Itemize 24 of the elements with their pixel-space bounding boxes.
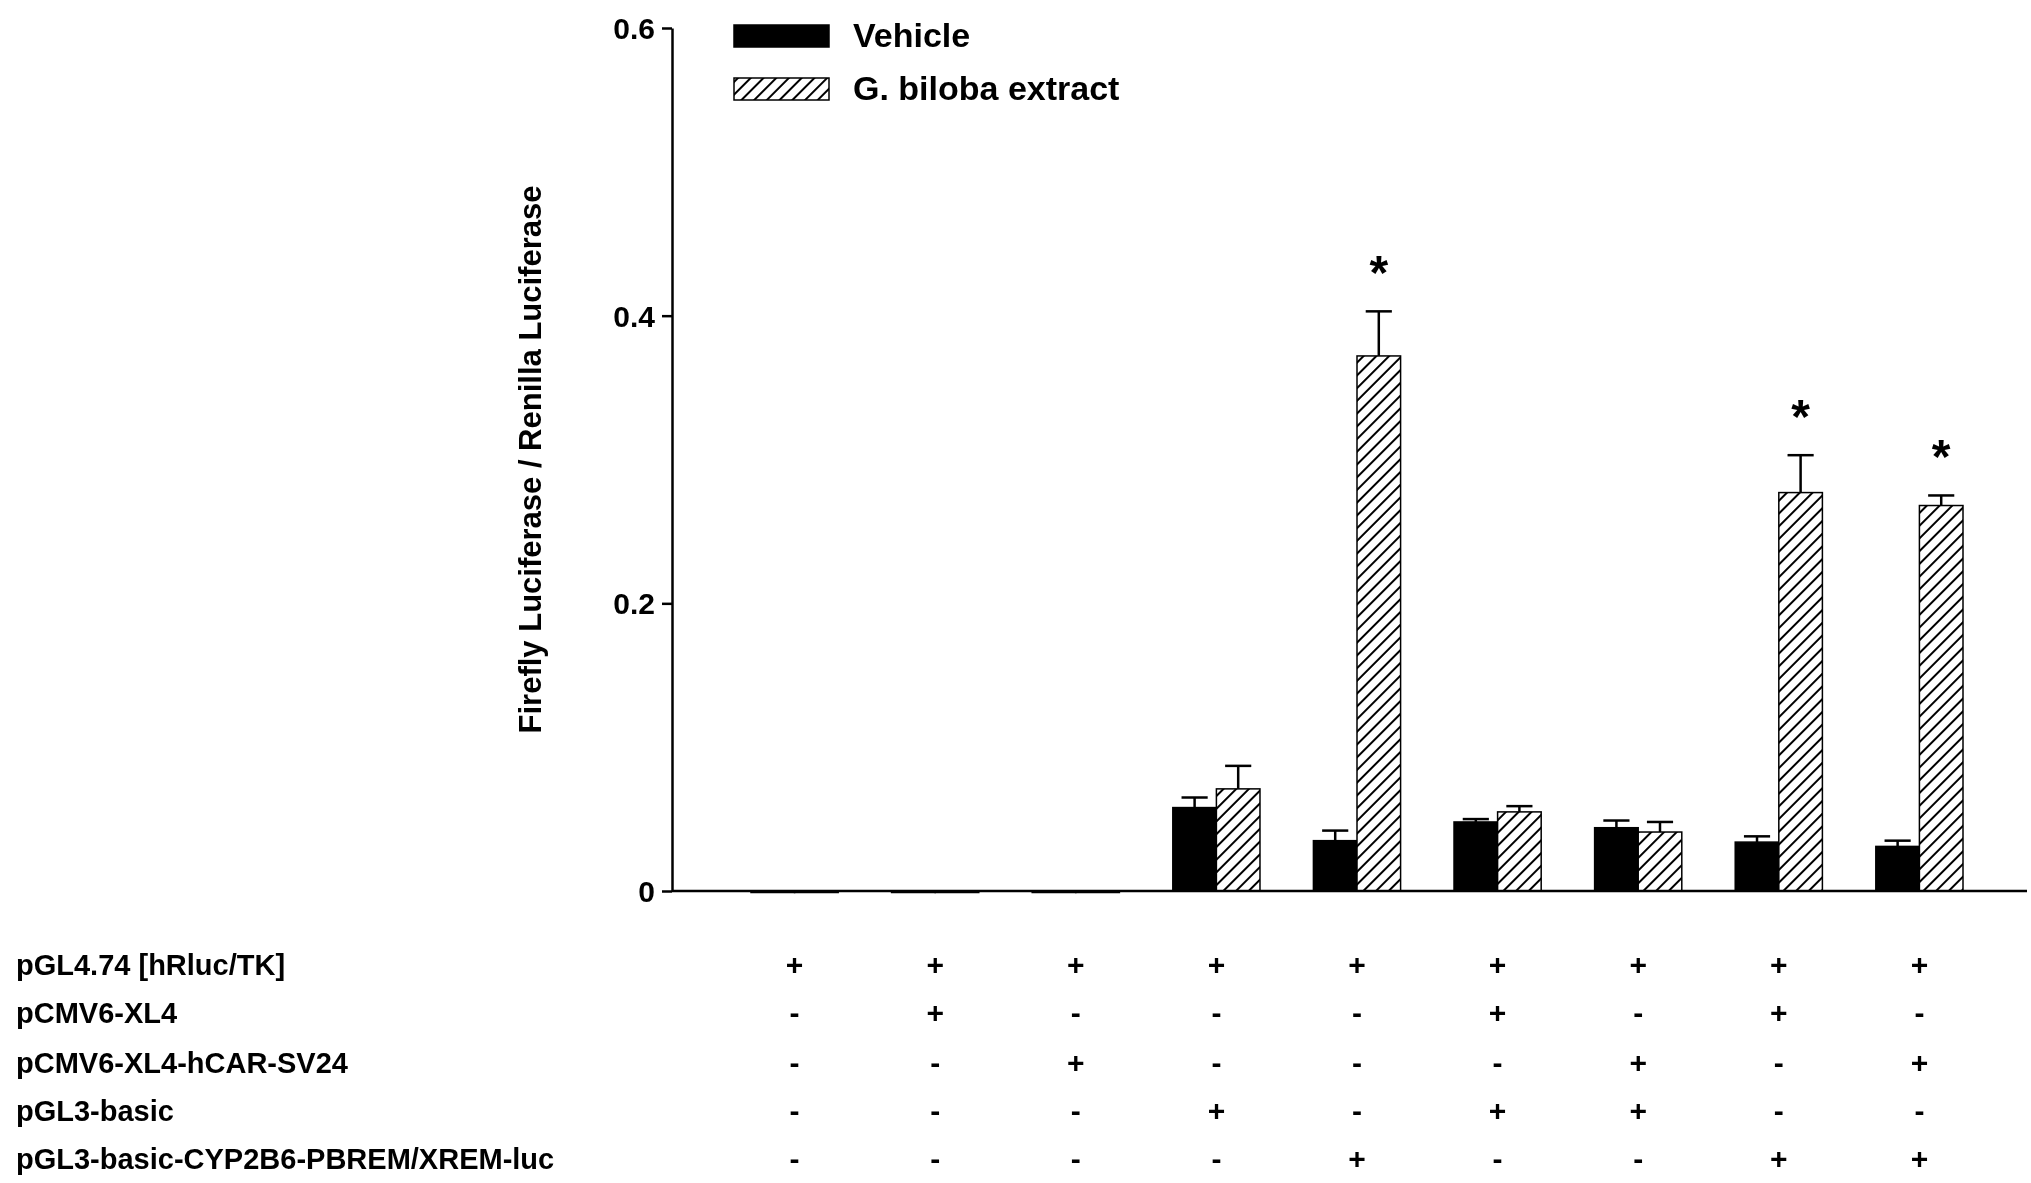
legend-label: G. biloba extract xyxy=(853,69,1120,107)
x-tick-label: + - + - - xyxy=(1067,948,1085,1175)
annotation: * xyxy=(1791,390,1811,444)
x-tick-label: + - + - + xyxy=(1910,948,1929,1175)
x-tick-label: + - - - - xyxy=(785,948,804,1175)
text: pCMV6-XL4 xyxy=(16,997,178,1029)
x-tick-label: + + - - - xyxy=(926,948,944,1175)
x-tick-label: + - - - + xyxy=(1348,948,1366,1175)
y-tick-label: 0.4 xyxy=(613,299,656,333)
x-tick-label: + + - + - xyxy=(1488,948,1507,1175)
y-tick-label: 0 xyxy=(638,875,655,908)
text: pCMV6-XL4-hCAR-SV24 xyxy=(16,1047,348,1079)
annotation: * xyxy=(1931,430,1951,484)
y-axis-title: Firefly Luciferase / Renilla Luciferase xyxy=(513,185,548,734)
x-tick-label: + - + + - xyxy=(1629,948,1647,1175)
y-tick-label: 0.2 xyxy=(613,587,655,621)
text: pGL3-basic xyxy=(16,1095,174,1127)
text: pGL4.74 [hRluc/TK] xyxy=(16,949,286,981)
text: pGL3-basic-CYP2B6-PBREM/XREM-luc xyxy=(16,1143,555,1175)
x-tick-label: + - - + - xyxy=(1207,948,1226,1175)
x-tick-label: + + - - + xyxy=(1770,948,1788,1175)
legend-label: Vehicle xyxy=(853,16,971,54)
annotation: * xyxy=(1369,246,1389,300)
y-tick-label: 0.6 xyxy=(613,12,655,45)
